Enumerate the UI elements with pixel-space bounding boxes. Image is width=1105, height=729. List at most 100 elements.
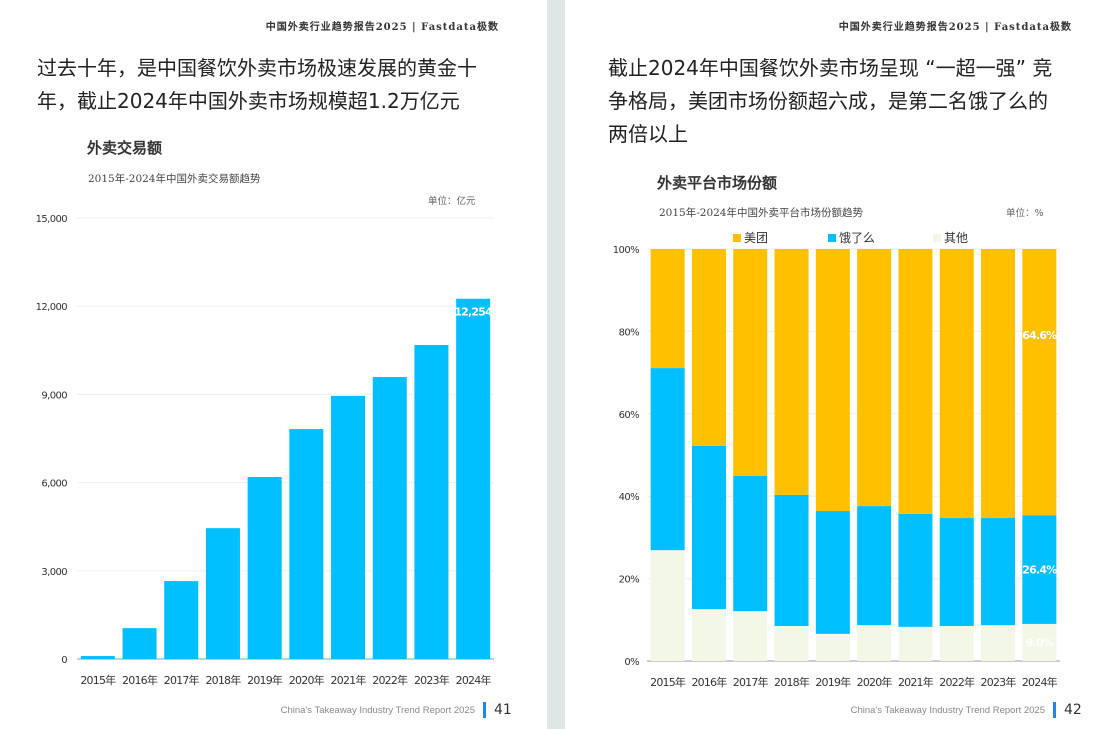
chart-subtitle: 2015年-2024年中国外卖交易额趋势: [88, 173, 261, 185]
bar-segment: [898, 249, 933, 514]
bar: [456, 298, 491, 659]
chart-unit: 单位：%: [1006, 208, 1044, 219]
x-tick-label: 2022年: [372, 673, 408, 687]
x-tick-label: 2024年: [1022, 675, 1058, 689]
x-tick-label: 2019年: [247, 673, 283, 687]
data-label: 9.0%: [1026, 636, 1054, 649]
footer-text: China's Takeaway Industry Trend Report 2…: [280, 705, 475, 716]
bar-segment: [1022, 249, 1057, 516]
chart-title: 外卖平台市场份额: [657, 174, 778, 192]
x-tick-label: 2022年: [939, 675, 975, 689]
y-tick-label: 20%: [619, 575, 640, 586]
x-tick-label: 2017年: [164, 673, 200, 687]
x-tick-label: 2020年: [857, 675, 893, 689]
bar-segment: [815, 249, 850, 512]
bar-segment: [774, 625, 809, 661]
y-tick-label: 3,000: [41, 567, 67, 578]
bar-segment: [691, 249, 726, 446]
legend-swatch: [733, 234, 741, 242]
bar-segment: [815, 511, 850, 634]
bar-segment: [733, 249, 768, 477]
data-label: 12,254: [454, 306, 493, 319]
bar-segment: [650, 368, 685, 551]
bar-segment: [1022, 623, 1057, 661]
x-tick-label: 2018年: [774, 675, 810, 689]
y-tick-label: 0%: [624, 657, 639, 668]
market-share-chart: 0% 20% 40% 60% 80% 100% 2015年 2016年 2017年 2018年 20…: [613, 245, 1060, 689]
legend-swatch: [933, 234, 941, 242]
bar: [414, 345, 449, 659]
bar-segment: [1022, 515, 1057, 624]
bar: [122, 628, 157, 659]
x-tick-label: 2016年: [122, 673, 158, 687]
bar-segment: [939, 518, 974, 626]
headline-line: 年，截止2024年中国外卖市场规模超1.2万亿元: [37, 89, 460, 113]
x-tick-label: 2016年: [691, 675, 727, 689]
x-tick-label: 2021年: [898, 675, 934, 689]
right-page: 中国外卖行业趋势报告2025 | Fastdata极数 截止2024年中国餐饮外…: [565, 0, 1105, 729]
headline: 过去十年，是中国餐饮外卖市场极速发展的黄金十 年，截止2024年中国外卖市场规模…: [37, 52, 477, 118]
x-tick-label: 2017年: [733, 675, 769, 689]
transaction-chart: 0 3,000 6,000 9,000 12,000 15,000 2015年 2016年 20…: [36, 214, 494, 687]
y-tick-label: 80%: [619, 327, 640, 338]
bar-segment: [650, 550, 685, 661]
bar-segment: [857, 249, 892, 507]
legend-item-other: 其他: [933, 229, 968, 246]
bar-segment: [691, 445, 726, 610]
legend-label: 美团: [744, 231, 769, 245]
legend-item-eleme: 饿了么: [828, 229, 875, 246]
bar-segment: [898, 513, 933, 627]
legend-label: 饿了么: [839, 231, 876, 245]
y-tick-label: 40%: [619, 492, 640, 503]
left-page: 中国外卖行业趋势报告2025 | Fastdata极数 过去十年，是中国餐饮外卖…: [0, 0, 547, 729]
chart-unit: 单位：亿元: [428, 196, 476, 207]
legend-item-meituan: 美团: [733, 229, 768, 246]
bar-segment: [650, 249, 685, 369]
bar: [372, 377, 407, 659]
y-tick-label: 12,000: [36, 302, 68, 313]
x-tick-label: 2019年: [815, 675, 851, 689]
y-tick-label: 0: [61, 655, 67, 666]
bar-segment: [691, 609, 726, 661]
bar: [331, 395, 366, 659]
x-tick-label: 2021年: [331, 673, 367, 687]
headline-line: 截止2024年中国餐饮外卖市场呈现 “一超一强” 竞: [608, 56, 1053, 80]
bar-segment: [898, 626, 933, 661]
legend-swatch: [828, 234, 836, 242]
headline-line: 争格局，美团市场份额超六成，是第二名饿了么的: [608, 89, 1048, 113]
page-number: 42: [1053, 702, 1082, 718]
headline: 截止2024年中国餐饮外卖市场呈现 “一超一强” 竞 争格局，美团市场份额超六成…: [608, 52, 1052, 151]
y-tick-label: 100%: [613, 245, 639, 256]
x-tick-label: 2023年: [414, 673, 450, 687]
bar: [247, 477, 282, 659]
bar: [205, 528, 240, 659]
bar-segment: [939, 625, 974, 661]
page-header: 中国外卖行业趋势报告2025 | Fastdata极数: [838, 22, 1072, 33]
bar: [164, 581, 199, 659]
y-tick-label: 15,000: [36, 214, 68, 225]
headline-line: 两倍以上: [608, 122, 688, 146]
bar-segment: [981, 518, 1016, 626]
x-tick-label: 2020年: [289, 673, 325, 687]
bar-segment: [939, 249, 974, 519]
data-label: 26.4%: [1022, 564, 1057, 577]
page-number: 41: [483, 702, 512, 718]
page-header: 中国外卖行业趋势报告2025 | Fastdata极数: [265, 22, 499, 33]
bar-segment: [774, 494, 809, 626]
bar-segment: [774, 249, 809, 495]
bar-segment: [815, 633, 850, 661]
x-tick-label: 2023年: [981, 675, 1017, 689]
y-tick-label: 6,000: [41, 479, 67, 490]
x-tick-label: 2015年: [650, 675, 686, 689]
bar-segment: [981, 625, 1016, 661]
chart-subtitle: 2015年-2024年中国外卖平台市场份额趋势: [659, 207, 863, 219]
footer-text: China's Takeaway Industry Trend Report 2…: [850, 705, 1045, 716]
y-tick-label: 9,000: [41, 390, 67, 401]
bar-segment: [857, 625, 892, 661]
x-tick-label: 2018年: [205, 673, 241, 687]
bar: [80, 656, 115, 659]
headline-line: 过去十年，是中国餐饮外卖市场极速发展的黄金十: [37, 56, 477, 80]
legend-label: 其他: [944, 231, 969, 245]
bar: [289, 429, 324, 659]
chart-title: 外卖交易额: [87, 139, 163, 157]
